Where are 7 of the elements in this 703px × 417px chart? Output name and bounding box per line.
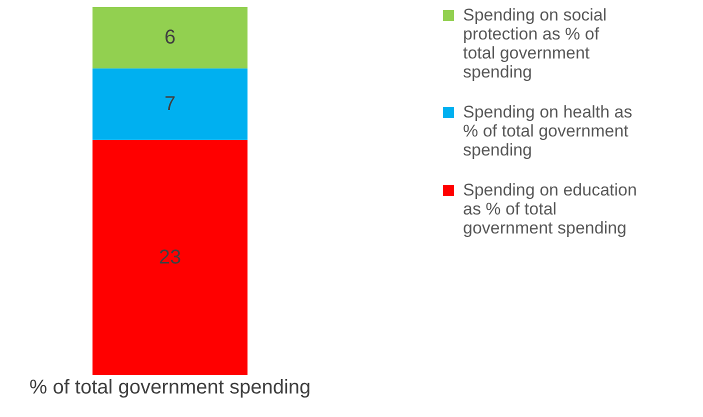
legend-label: Spending on health as % of total government spending [463, 102, 632, 160]
data-label: 7 [164, 93, 176, 116]
legend-label: Spending on social protection as % of total government spending [463, 6, 607, 82]
data-label: 23 [158, 246, 182, 268]
data-label: 6 [164, 26, 176, 49]
legend-label: Spending on education as % of total government spending [463, 180, 637, 238]
x-tick-label: % of total government spending [29, 376, 311, 398]
